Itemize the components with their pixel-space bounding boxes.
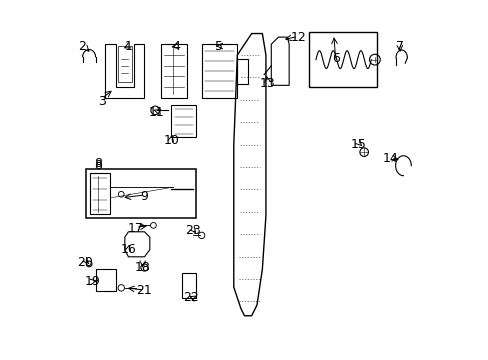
Text: 8: 8 xyxy=(94,157,102,170)
Text: 16: 16 xyxy=(120,243,136,256)
Bar xyxy=(182,273,196,298)
Text: 17: 17 xyxy=(127,222,143,235)
Bar xyxy=(90,173,110,214)
Text: 9: 9 xyxy=(140,190,148,203)
Text: 12: 12 xyxy=(289,31,305,44)
Text: 14: 14 xyxy=(382,152,398,165)
Text: 18: 18 xyxy=(135,261,150,274)
Text: 2: 2 xyxy=(78,40,86,53)
Bar xyxy=(201,44,237,98)
Text: 10: 10 xyxy=(163,134,179,147)
Text: 22: 22 xyxy=(183,291,199,305)
Text: 5: 5 xyxy=(215,40,223,53)
Text: 15: 15 xyxy=(350,138,366,151)
Text: 23: 23 xyxy=(184,224,200,237)
Bar xyxy=(237,59,247,84)
Text: 11: 11 xyxy=(149,105,164,119)
Bar xyxy=(171,105,196,137)
Text: 3: 3 xyxy=(98,95,105,108)
Text: 19: 19 xyxy=(84,275,101,288)
Text: 13: 13 xyxy=(259,77,275,90)
Bar xyxy=(85,169,196,217)
Bar xyxy=(96,269,116,291)
Text: 7: 7 xyxy=(395,40,403,53)
Text: 1: 1 xyxy=(124,40,132,53)
Text: 6: 6 xyxy=(331,52,339,65)
Text: 8: 8 xyxy=(94,159,102,172)
Text: 4: 4 xyxy=(172,40,180,53)
Text: 20: 20 xyxy=(78,256,93,269)
Bar xyxy=(308,32,376,87)
Text: 21: 21 xyxy=(136,284,152,297)
